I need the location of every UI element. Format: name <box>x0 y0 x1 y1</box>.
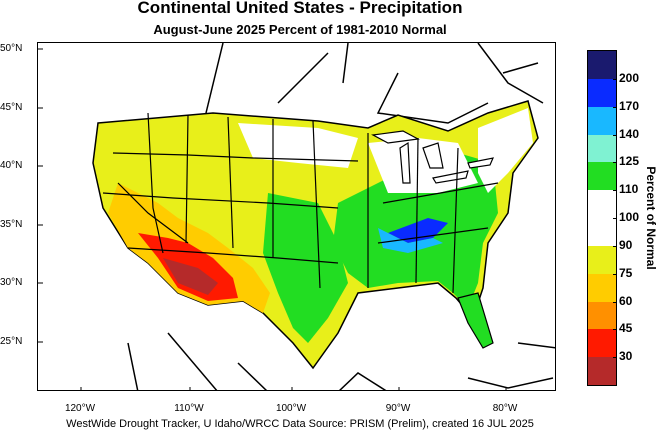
legend-swatch <box>588 245 616 275</box>
legend-tick-mark <box>613 329 617 331</box>
conus-fill <box>92 100 539 370</box>
legend-swatch <box>588 106 616 135</box>
legend-tick-mark <box>613 190 617 192</box>
ohio-valley-cyan <box>378 228 443 253</box>
legend-tick-mark <box>613 245 617 247</box>
legend-tick-label: 30 <box>619 349 633 364</box>
legend-tick-label: 60 <box>619 293 633 308</box>
legend-tick-label: 45 <box>619 321 633 336</box>
lat-label-35: 35°N <box>0 219 23 230</box>
legend-tick-label: 170 <box>619 98 640 113</box>
map-title: Continental United States - Precipitatio… <box>137 0 463 17</box>
legend-tick-mark <box>613 134 617 136</box>
legend-swatch <box>588 162 616 191</box>
legend-tick-mark <box>613 301 617 303</box>
plains-green-zone <box>263 193 348 343</box>
ohio-valley-blue <box>388 218 448 243</box>
legend-tick-mark <box>613 162 617 164</box>
state-boundaries <box>102 112 499 294</box>
precipitation-map <box>38 43 555 390</box>
legend-tick-mark <box>613 106 617 108</box>
lat-label-40: 40°N <box>0 160 23 171</box>
northeast-white <box>478 108 533 193</box>
legend-swatch <box>588 190 616 219</box>
data-source-credit: WestWide Drought Tracker, U Idaho/WRCC D… <box>66 418 534 430</box>
legend-tick-mark <box>613 273 617 275</box>
legend-swatch <box>588 301 616 330</box>
legend-tick-label: 125 <box>619 154 640 169</box>
legend-tick-mark <box>613 78 617 80</box>
canada-mexico-lines <box>127 43 555 390</box>
legend-swatch <box>588 329 616 358</box>
graticule-ticks <box>38 48 507 390</box>
map-subtitle: August-June 2025 Percent of 1981-2010 No… <box>153 22 447 37</box>
lat-label-25: 25°N <box>0 336 23 347</box>
legend-swatch <box>588 134 616 163</box>
legend-swatch <box>588 357 616 386</box>
legend-swatch <box>588 51 616 80</box>
lon-label-100: 100°W <box>275 403 307 414</box>
lat-label-50: 50°N <box>0 43 23 54</box>
legend-title: Percent of Normal <box>644 166 658 270</box>
lat-label-45: 45°N <box>0 102 23 113</box>
lon-label-110: 110°W <box>174 403 204 414</box>
map-area <box>37 42 556 391</box>
legend-tick-mark <box>613 218 617 219</box>
lon-label-120: 120°W <box>64 403 96 414</box>
legend-swatch <box>588 273 616 302</box>
legend-swatch <box>588 218 616 247</box>
legend-tick-mark <box>613 357 617 359</box>
lon-label-80: 80°W <box>492 403 518 414</box>
legend-tick-label: 100 <box>619 210 640 224</box>
southwest-darkred-zone <box>163 258 218 295</box>
legend-swatch <box>588 78 616 108</box>
northern-plains-white <box>238 123 358 168</box>
legend-tick-label: 75 <box>619 265 633 280</box>
lon-label-90: 90°W <box>385 403 411 414</box>
florida-green <box>457 292 494 349</box>
legend-tick-label: 140 <box>619 126 640 141</box>
legend-tick-label: 110 <box>619 182 639 197</box>
legend-tick-label: 90 <box>619 237 633 252</box>
lat-label-30: 30°N <box>0 277 23 288</box>
legend-tick-label: 200 <box>619 70 640 85</box>
